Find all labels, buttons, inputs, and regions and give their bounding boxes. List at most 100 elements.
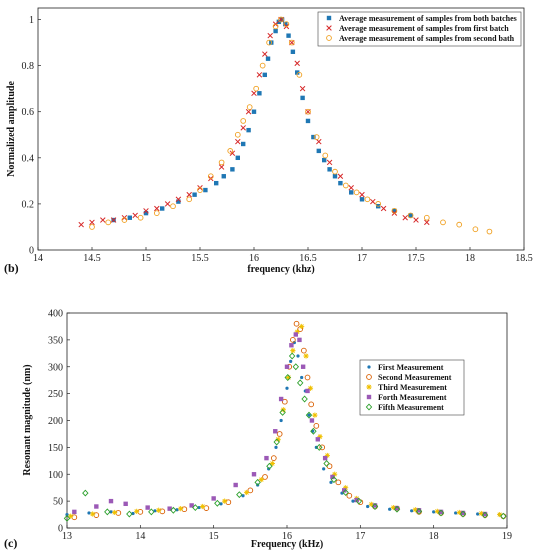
chart-c-series-5-point xyxy=(266,462,273,470)
chart-b-series-1-point xyxy=(338,180,343,186)
chart-b-xtick-label: 17.5 xyxy=(407,253,425,264)
chart-c-series-4-point xyxy=(167,506,172,511)
chart-b-ytick-label: 0.4 xyxy=(22,153,35,164)
chart-b-ytick-label: 0 xyxy=(29,246,34,257)
chart-c-ytick-label: 0 xyxy=(58,524,63,535)
chart-c-ytick-label: 400 xyxy=(48,309,63,320)
chart-b-series-1-point xyxy=(349,190,354,195)
chart-c-series-2-point xyxy=(281,398,288,405)
chart-c-series-3-point xyxy=(68,513,74,519)
chart-c-series-5-point xyxy=(82,489,89,497)
chart-c-series-3-point xyxy=(324,452,330,459)
chart-c-ytick-label: 300 xyxy=(48,362,63,373)
legend-c-label-5: Fifth Measurement xyxy=(378,403,444,412)
chart-c-series-3-point xyxy=(456,509,462,516)
chart-c-series-5-point xyxy=(310,427,317,435)
chart-c-ytick-label: 250 xyxy=(48,389,63,400)
chart-b-series-3-point xyxy=(353,189,360,196)
chart-b-series-3-point xyxy=(423,214,430,221)
chart-b-series-1-point xyxy=(305,118,311,124)
chart-c-series-2 xyxy=(71,320,507,521)
chart-b-series-1-point xyxy=(295,70,300,75)
chart-c-series-4-point xyxy=(273,429,278,434)
chart-b-series-3-point xyxy=(207,173,214,180)
chart-c-series-2-point xyxy=(71,514,78,521)
chart-c-series-5-point xyxy=(415,507,423,515)
chart-b-series-3-point xyxy=(218,159,225,166)
chart-b-series-3-point xyxy=(288,39,295,46)
chart-b-series-2-point xyxy=(154,205,160,212)
chart-b-ytick-label: 1 xyxy=(29,15,34,26)
chart-b-series-1-point xyxy=(311,134,316,140)
chart-c-series-4-point xyxy=(372,503,378,508)
chart-b-series-2-point xyxy=(175,196,182,203)
legend-b-label-2: Average measurement of samples from firs… xyxy=(339,24,509,33)
chart-c-plot-frame xyxy=(66,312,508,529)
chart-c-series-5-point xyxy=(316,443,323,451)
chart-b-series-3-point xyxy=(332,168,338,175)
chart-b-series-1-point xyxy=(251,109,257,114)
chart-c-series-5-point xyxy=(301,395,308,403)
chart-c-xtick-label: 14 xyxy=(135,531,145,542)
chart-c-series-1-point xyxy=(432,510,436,514)
chart-c-series-4-point xyxy=(189,503,194,508)
chart-b-xtick-label: 16 xyxy=(249,253,259,264)
chart-c-series-5-point xyxy=(126,510,133,518)
chart-c-series-2-point xyxy=(308,401,315,408)
chart-b-series-1-point xyxy=(392,208,397,214)
chart-b-series-3-point xyxy=(375,201,382,207)
chart-b-series-1-point xyxy=(192,192,197,197)
chart-c-series-3-point xyxy=(285,374,292,381)
chart-b-series-3-point xyxy=(246,104,253,110)
chart-b-series-2-point xyxy=(132,212,138,219)
chart-c-series-3-point xyxy=(303,353,309,359)
chart-c-series-3-point xyxy=(332,471,338,477)
chart-b-xtick-label: 15.5 xyxy=(191,253,209,264)
chart-b-series-2-point xyxy=(110,217,117,223)
chart-b-series-3-point xyxy=(240,118,247,124)
chart-c-series-3-point xyxy=(275,436,281,442)
chart-c-xtick-label: 13 xyxy=(62,531,72,542)
chart-c-series-1-point xyxy=(87,511,91,515)
legend-c-label-4: Forth Measurement xyxy=(378,393,447,402)
chart-b-series-2-point xyxy=(164,201,171,207)
chart-c-ytick-label: 200 xyxy=(48,416,63,427)
chart-b-legend: Average measurement of samples from both… xyxy=(317,11,522,47)
chart-c-series-4-point xyxy=(394,505,400,511)
chart-c-xtick-label: 19 xyxy=(502,531,512,542)
chart-c-series-2-point xyxy=(181,506,188,513)
chart-b-series-3-point xyxy=(407,212,414,219)
chart-b-series-3-point xyxy=(234,131,241,138)
chart-c-series-5-point xyxy=(63,514,71,522)
chart-c-series-5-point xyxy=(500,512,507,520)
chart-c-series-3-point xyxy=(178,506,184,512)
chart-c-series-1-point xyxy=(476,512,480,516)
chart-b-series-1 xyxy=(111,17,413,223)
chart-c-series-4-point xyxy=(123,501,128,507)
chart-c-series-5-point xyxy=(273,438,280,446)
chart-b-series-3-point xyxy=(313,134,320,140)
chart-b-series-1-point xyxy=(327,167,332,172)
chart-c-series-5-point xyxy=(296,379,304,387)
chart-c-series-3-point xyxy=(222,498,228,504)
chart-c-series-5-point xyxy=(305,411,313,419)
chart-b-series-3-point xyxy=(89,224,95,230)
chart-b-series-2-point xyxy=(316,138,322,145)
chart-b-series-3-point xyxy=(170,203,176,210)
chart-c-series-3-point xyxy=(478,510,484,517)
chart-b-series-2-point xyxy=(78,221,84,228)
chart-c-series-2-point xyxy=(290,337,296,343)
chart-b-legend-marker-1 xyxy=(326,15,332,21)
chart-c-series-1-point xyxy=(65,512,69,517)
chart-b-series-3-point xyxy=(364,196,371,203)
chart-c-ytick-label: 350 xyxy=(48,335,63,346)
chart-c-series-2-point xyxy=(262,474,268,480)
chart-c: 13 14 15 16 17 18 19 0 50 100 150 200 250 300 350 400 F… xyxy=(4,309,512,550)
chart-c-series-4-point xyxy=(72,509,77,515)
chart-b-series-2-point xyxy=(424,219,430,226)
chart-c-series-4-point xyxy=(289,343,294,348)
chart-c-series-5-point xyxy=(236,491,243,499)
chart-b-series-3-point xyxy=(305,108,311,115)
chart-c-series-5-point xyxy=(371,503,379,510)
chart-c-series-2-point xyxy=(304,374,311,381)
